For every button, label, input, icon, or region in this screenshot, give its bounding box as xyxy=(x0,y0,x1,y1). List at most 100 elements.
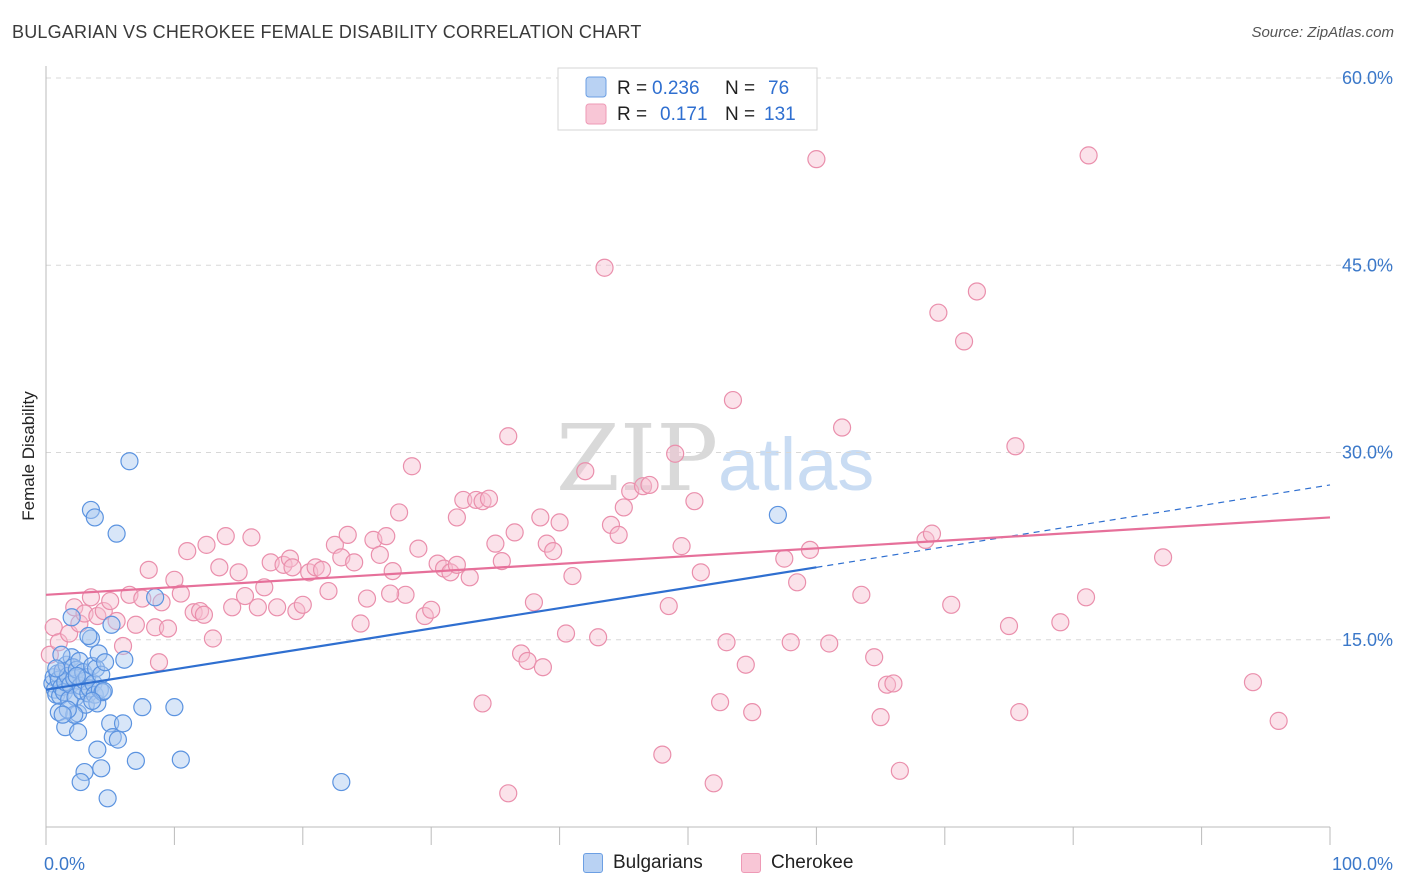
data-point xyxy=(62,608,81,627)
data-point xyxy=(653,745,672,764)
data-point xyxy=(120,452,139,471)
data-point xyxy=(1243,673,1263,692)
data-point xyxy=(370,545,389,564)
grid-lines xyxy=(46,77,1392,641)
data-point xyxy=(447,508,466,527)
data-point xyxy=(640,475,659,495)
data-point xyxy=(533,658,553,677)
correlation-legend: R = 0.236 N = 76 R = 0.171 N = 131 xyxy=(557,67,818,131)
data-point xyxy=(293,595,312,614)
data-point xyxy=(736,655,755,674)
data-point xyxy=(691,563,710,582)
data-point xyxy=(710,693,730,712)
data-point xyxy=(158,619,178,638)
data-point xyxy=(723,390,743,410)
data-point xyxy=(473,694,492,713)
data-point xyxy=(351,614,370,633)
data-point xyxy=(1269,711,1288,730)
x-tick-label: 0.0% xyxy=(44,854,85,874)
data-point xyxy=(685,492,704,511)
legend-n-label-2: N = xyxy=(725,104,755,125)
data-point xyxy=(499,427,518,446)
data-point xyxy=(633,477,653,496)
data-point xyxy=(283,558,302,577)
data-point xyxy=(717,633,736,652)
data-point xyxy=(820,634,839,653)
y-tick-labels: 15.0% 30.0% 45.0% 60.0% xyxy=(1342,68,1393,650)
data-point xyxy=(94,681,113,701)
data-point xyxy=(807,150,826,169)
data-point xyxy=(88,740,107,759)
data-point xyxy=(954,332,974,351)
data-point xyxy=(53,705,72,724)
data-point xyxy=(83,691,102,711)
data-point xyxy=(194,605,214,624)
legend-r-value-2: 0.171 xyxy=(660,104,708,125)
legend-n-value-2: 131 xyxy=(764,104,796,125)
source-credit: Source: ZipAtlas.com xyxy=(1251,24,1394,41)
data-point xyxy=(486,534,505,553)
legend-n-label-1: N = xyxy=(725,78,755,99)
y-tick-label: 30.0% xyxy=(1342,443,1393,463)
data-point xyxy=(58,700,77,719)
data-point xyxy=(479,489,499,508)
data-point xyxy=(101,591,120,611)
data-point xyxy=(788,573,807,592)
data-point xyxy=(255,578,274,597)
data-point xyxy=(544,542,563,561)
data-point xyxy=(319,581,338,601)
data-point xyxy=(877,675,897,694)
data-point xyxy=(203,629,223,648)
data-point xyxy=(115,650,134,669)
data-point xyxy=(357,589,377,608)
data-point xyxy=(589,628,608,647)
data-point xyxy=(999,616,1019,636)
data-point xyxy=(1051,613,1070,632)
data-point xyxy=(47,659,66,678)
data-point xyxy=(229,563,248,582)
legend-r-label-1: R = xyxy=(617,78,647,99)
data-point xyxy=(563,566,582,586)
data-point xyxy=(871,708,890,727)
data-point xyxy=(92,759,111,778)
data-point xyxy=(108,730,128,749)
legend-swatch-bulgarians xyxy=(585,76,607,98)
data-point xyxy=(967,282,987,301)
data-point xyxy=(884,674,903,693)
data-point xyxy=(139,560,158,579)
data-point xyxy=(67,666,86,686)
data-point xyxy=(79,626,98,646)
legend-swatch-cherokee xyxy=(585,103,607,125)
data-point xyxy=(345,553,364,572)
data-point xyxy=(268,598,287,617)
data-point xyxy=(68,723,88,742)
cherokee-points xyxy=(40,146,1288,803)
data-point xyxy=(101,714,120,733)
data-point xyxy=(402,457,422,476)
data-point xyxy=(537,534,556,553)
trend-line-bulgarians-extension xyxy=(816,484,1331,568)
legend-r-label-2: R = xyxy=(617,104,647,125)
data-point xyxy=(171,584,190,603)
data-point xyxy=(666,444,685,463)
legend-r-value-1: 0.236 xyxy=(652,78,700,99)
data-point xyxy=(595,258,614,277)
data-point xyxy=(518,651,537,671)
watermark: ZIP atlas xyxy=(556,405,874,512)
data-point xyxy=(1076,588,1096,607)
data-point xyxy=(743,703,762,722)
data-point xyxy=(383,561,402,581)
data-point xyxy=(381,584,400,603)
data-point xyxy=(890,761,909,780)
data-point xyxy=(409,539,428,558)
data-point xyxy=(171,750,190,769)
data-point xyxy=(524,593,544,612)
y-tick-label: 60.0% xyxy=(1342,68,1393,88)
data-point xyxy=(396,585,415,604)
data-point xyxy=(441,563,460,582)
trend-lines xyxy=(45,484,1331,691)
data-point xyxy=(609,525,628,544)
data-point xyxy=(338,525,357,544)
data-point xyxy=(107,524,126,543)
data-point xyxy=(242,528,261,547)
